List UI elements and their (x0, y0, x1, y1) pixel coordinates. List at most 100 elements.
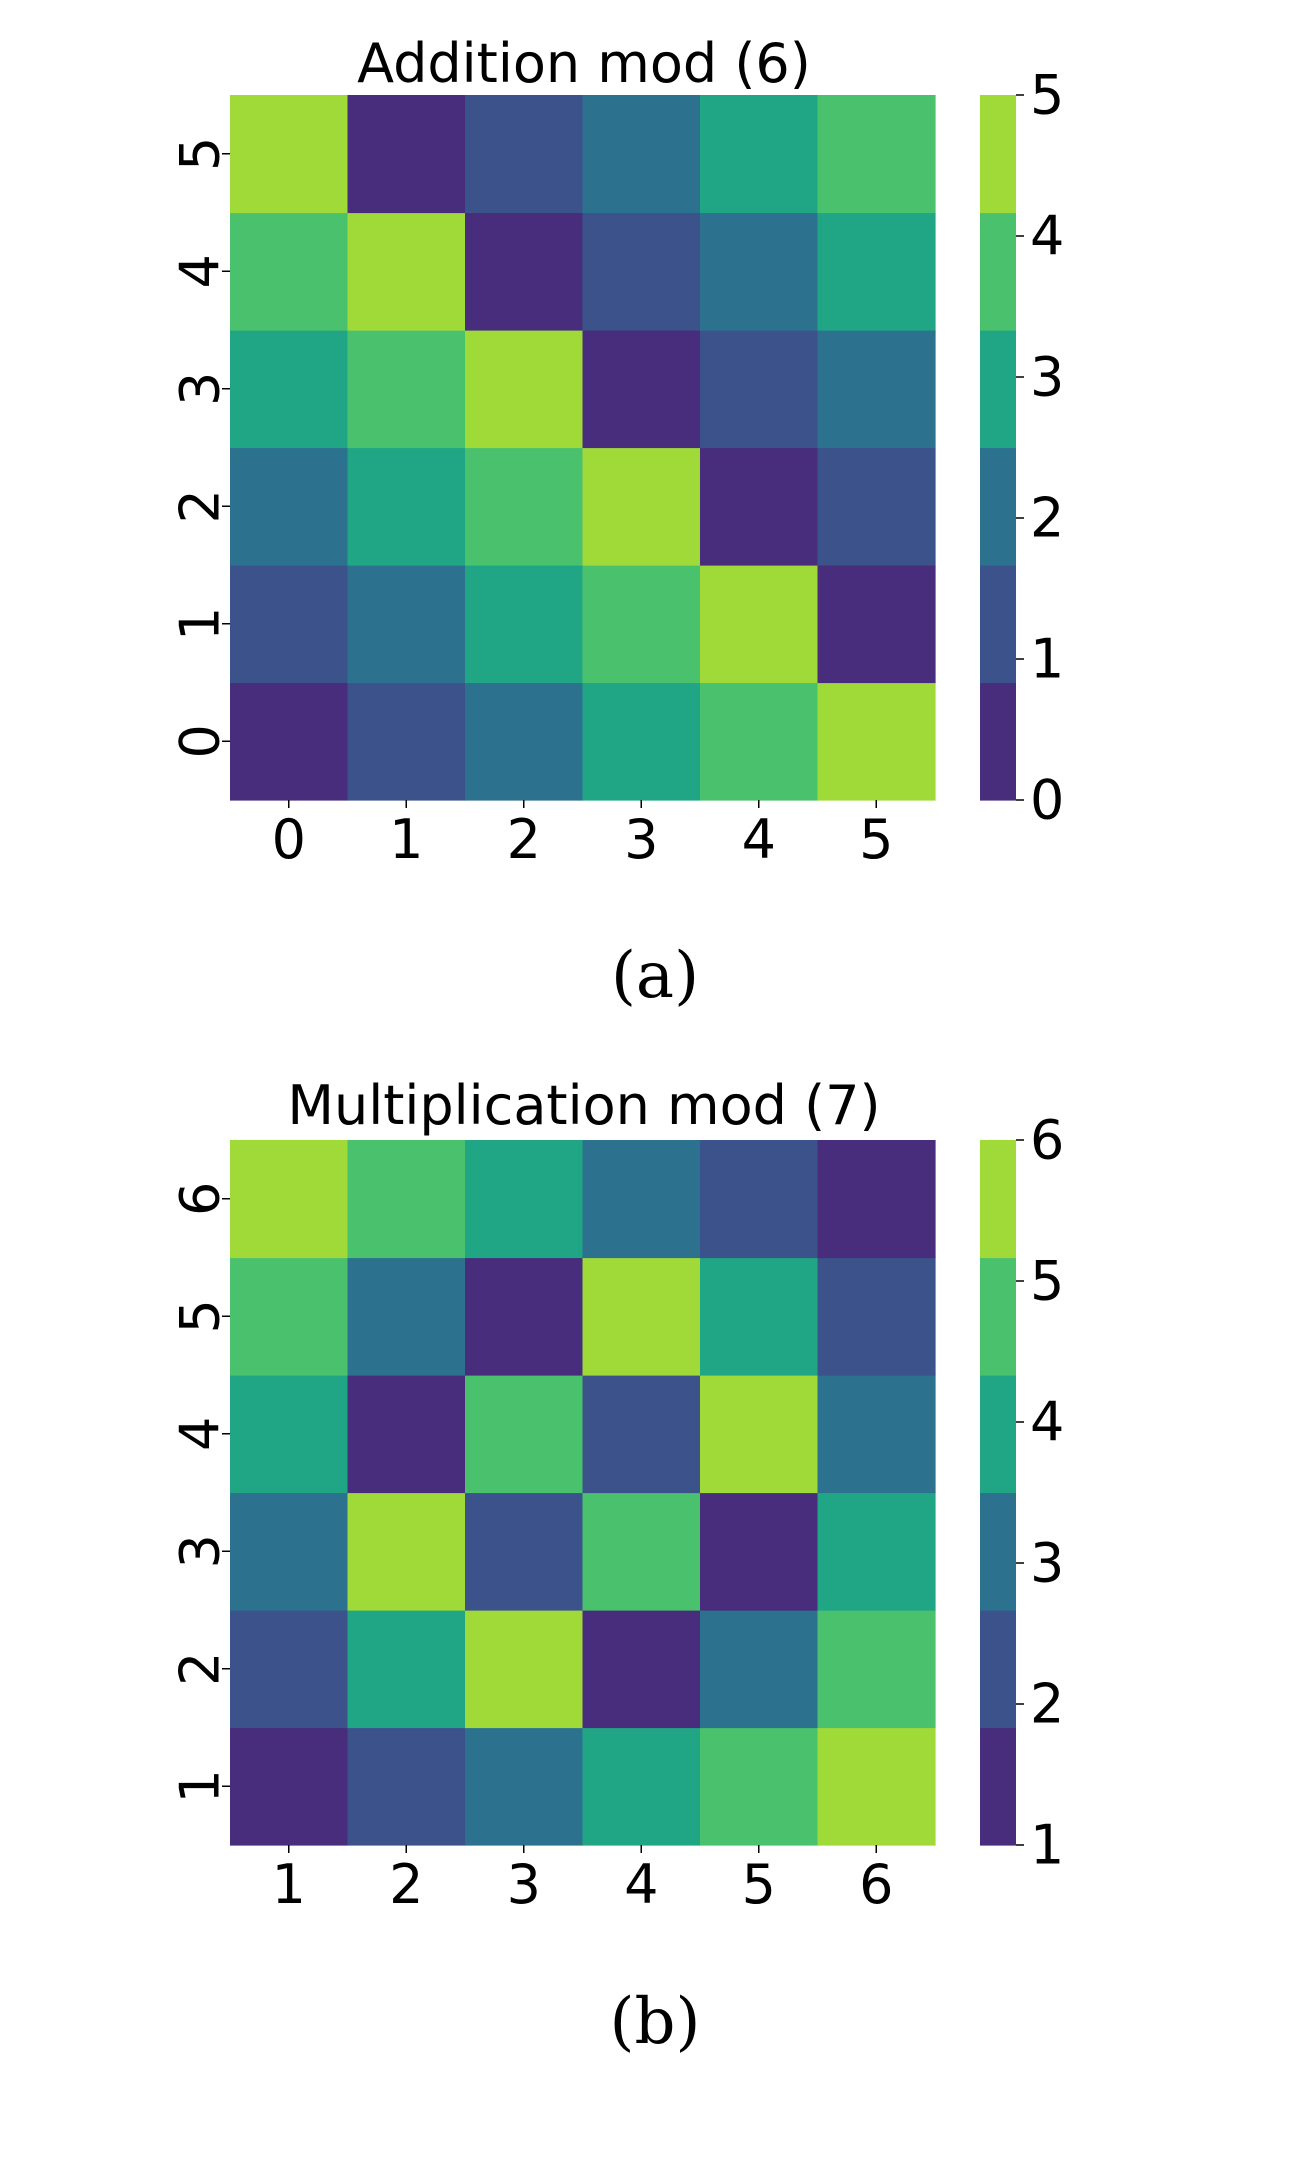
addition-y-axis: 0 1 2 3 4 5 (169, 137, 232, 759)
multiplication-caption: (b) (610, 1985, 701, 2059)
multiplication-cell-x6-y2 (817, 1610, 936, 1729)
multiplication-cell-x4-y3 (582, 1492, 701, 1611)
multiplication-colorbar-band (980, 1492, 1016, 1611)
multiplication-cell-x1-y5 (230, 1257, 349, 1376)
multiplication-cell-x5-y2 (700, 1610, 819, 1729)
addition-cell-x3-y1 (582, 565, 701, 684)
addition-colorbar-band (980, 330, 1016, 449)
addition-colorbar-band (980, 682, 1016, 801)
addition-y-tick-label: 2 (169, 489, 232, 523)
multiplication-x-tick-label: 1 (272, 1853, 306, 1916)
multiplication-colorbar-tick-label: 6 (1030, 1109, 1064, 1172)
addition-cell-x3-y3 (582, 330, 701, 449)
addition-cell-x4-y3 (700, 330, 819, 449)
addition-cell-x5-y1 (817, 565, 936, 684)
addition-heatmap-panel: Addition mod (6) 0 1 2 3 4 5 0 1 2 3 4 5 0 1 2 3 4 5 (a… (169, 32, 1065, 1013)
addition-x-tick-label: 3 (624, 808, 658, 871)
addition-cell-x5-y3 (817, 330, 936, 449)
addition-x-tick-label: 2 (507, 808, 541, 871)
multiplication-cell-x4-y5 (582, 1257, 701, 1376)
multiplication-cell-x1-y4 (230, 1375, 349, 1494)
multiplication-cell-x6-y4 (817, 1375, 936, 1494)
addition-y-tick-label: 0 (169, 724, 232, 758)
addition-cell-x2-y1 (465, 565, 584, 684)
addition-x-axis: 0 1 2 3 4 5 (272, 800, 893, 871)
multiplication-cell-x3-y4 (465, 1375, 584, 1494)
addition-cell-x5-y0 (817, 682, 936, 801)
multiplication-cell-x3-y2 (465, 1610, 584, 1729)
addition-x-tick-label: 4 (742, 808, 776, 871)
addition-cell-x0-y2 (230, 447, 349, 566)
addition-colorbar-tick-label: 3 (1030, 346, 1064, 409)
multiplication-cell-x3-y6 (465, 1140, 584, 1259)
addition-cell-x4-y5 (700, 95, 819, 214)
addition-colorbar-band (980, 212, 1016, 331)
multiplication-cell-x6-y1 (817, 1727, 936, 1846)
addition-cell-x0-y5 (230, 95, 349, 214)
addition-y-tick-label: 4 (169, 254, 232, 288)
multiplication-y-tick-label: 4 (169, 1417, 232, 1451)
addition-cell-x2-y5 (465, 95, 584, 214)
multiplication-colorbar-band (980, 1375, 1016, 1494)
multiplication-x-axis: 1 2 3 4 5 6 (272, 1845, 893, 1916)
multiplication-colorbar: 1 2 3 4 5 6 (980, 1109, 1064, 1877)
multiplication-cell-x5-y3 (700, 1492, 819, 1611)
multiplication-cell-x4-y6 (582, 1140, 701, 1259)
addition-x-tick-label: 1 (389, 808, 423, 871)
multiplication-cell-x6-y6 (817, 1140, 936, 1259)
multiplication-y-tick-label: 2 (169, 1652, 232, 1686)
multiplication-y-tick-label: 6 (169, 1182, 232, 1216)
multiplication-x-tick-label: 6 (859, 1853, 893, 1916)
multiplication-y-tick-label: 1 (169, 1769, 232, 1803)
addition-cell-x1-y5 (347, 95, 466, 214)
addition-cell-x2-y2 (465, 447, 584, 566)
addition-colorbar-band (980, 447, 1016, 566)
addition-colorbar-tick-label: 5 (1030, 64, 1064, 127)
addition-cell-x1-y0 (347, 682, 466, 801)
addition-y-tick-label: 1 (169, 607, 232, 641)
multiplication-x-tick-label: 2 (389, 1853, 423, 1916)
multiplication-cell-x3-y1 (465, 1727, 584, 1846)
addition-cell-x2-y0 (465, 682, 584, 801)
multiplication-cell-x1-y3 (230, 1492, 349, 1611)
multiplication-y-tick-label: 5 (169, 1299, 232, 1333)
multiplication-colorbar-band (980, 1140, 1016, 1259)
addition-cell-x1-y2 (347, 447, 466, 566)
multiplication-colorbar-tick-label: 1 (1030, 1814, 1064, 1877)
addition-cell-x0-y1 (230, 565, 349, 684)
addition-cell-x1-y4 (347, 212, 466, 331)
addition-cell-x0-y0 (230, 682, 349, 801)
multiplication-cell-x6-y5 (817, 1257, 936, 1376)
addition-cell-x5-y2 (817, 447, 936, 566)
multiplication-heatmap-title: Multiplication mod (7) (287, 1074, 880, 1137)
addition-cell-x1-y3 (347, 330, 466, 449)
addition-heatmap-title: Addition mod (6) (357, 32, 811, 95)
addition-cell-x3-y4 (582, 212, 701, 331)
multiplication-colorbar-tick-label: 2 (1030, 1673, 1064, 1736)
multiplication-cell-x4-y4 (582, 1375, 701, 1494)
addition-heatmap-cells (230, 95, 936, 801)
multiplication-cell-x2-y4 (347, 1375, 466, 1494)
multiplication-cell-x6-y3 (817, 1492, 936, 1611)
addition-cell-x3-y5 (582, 95, 701, 214)
addition-colorbar-tick-label: 4 (1030, 205, 1064, 268)
multiplication-cell-x2-y3 (347, 1492, 466, 1611)
addition-x-tick-label: 5 (859, 808, 893, 871)
multiplication-cell-x2-y2 (347, 1610, 466, 1729)
multiplication-cell-x4-y2 (582, 1610, 701, 1729)
multiplication-cell-x5-y6 (700, 1140, 819, 1259)
multiplication-colorbar-tick-label: 4 (1030, 1391, 1064, 1454)
addition-colorbar: 0 1 2 3 4 5 (980, 64, 1064, 832)
addition-cell-x0-y4 (230, 212, 349, 331)
addition-caption: (a) (611, 939, 699, 1013)
addition-cell-x2-y3 (465, 330, 584, 449)
addition-cell-x3-y2 (582, 447, 701, 566)
addition-y-tick-label: 3 (169, 372, 232, 406)
addition-colorbar-tick-label: 0 (1030, 769, 1064, 832)
multiplication-cell-x3-y3 (465, 1492, 584, 1611)
multiplication-colorbar-band (980, 1257, 1016, 1376)
addition-cell-x4-y1 (700, 565, 819, 684)
addition-cell-x4-y2 (700, 447, 819, 566)
multiplication-cell-x5-y1 (700, 1727, 819, 1846)
